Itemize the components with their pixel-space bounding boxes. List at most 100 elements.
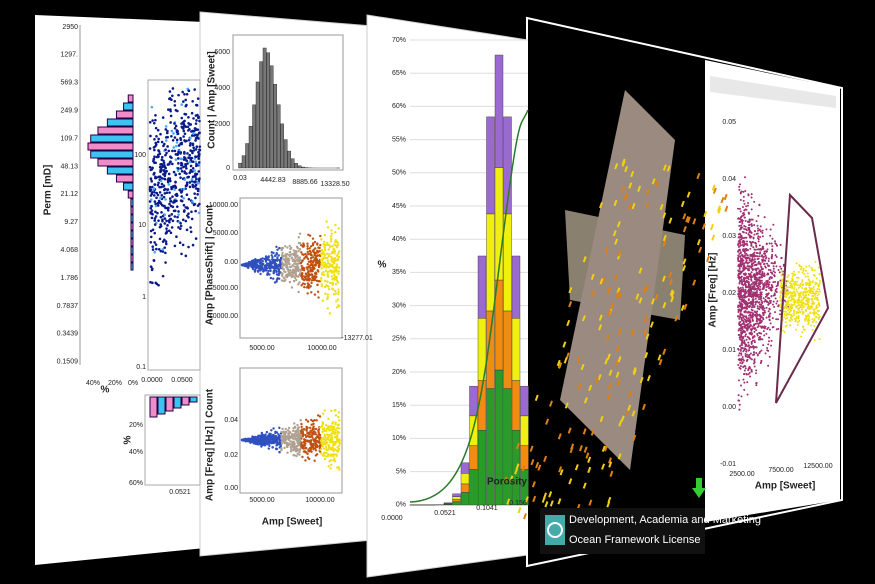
scatter-point bbox=[320, 442, 323, 445]
scatter-point bbox=[738, 324, 741, 327]
scatter-point bbox=[248, 438, 251, 442]
scatter-point bbox=[315, 453, 319, 456]
scatter-point bbox=[322, 442, 325, 446]
scatter-point bbox=[255, 260, 259, 264]
scatter-point bbox=[171, 138, 175, 142]
scatter-point bbox=[265, 436, 268, 440]
scatter-point bbox=[321, 299, 325, 302]
scatter-point bbox=[324, 269, 328, 273]
scatter-point bbox=[173, 136, 177, 139]
scatter-point bbox=[196, 189, 200, 193]
scatter-point bbox=[802, 269, 805, 272]
scatter-point bbox=[770, 344, 773, 347]
scatter-point bbox=[798, 284, 801, 287]
scatter-point bbox=[274, 434, 278, 438]
scatter-point bbox=[281, 255, 284, 258]
scatter-point bbox=[195, 164, 198, 168]
scatter-point bbox=[326, 280, 329, 283]
scatter-point bbox=[337, 227, 340, 230]
scatter-point bbox=[337, 250, 341, 253]
scatter-point bbox=[323, 454, 326, 457]
y-tick-label: 70% bbox=[392, 37, 406, 44]
scatter-point bbox=[158, 225, 162, 229]
scatter-point bbox=[300, 272, 304, 275]
hist-bar bbox=[127, 94, 134, 103]
scatter-point bbox=[742, 280, 745, 283]
scatter-point bbox=[291, 264, 294, 267]
scatter-point bbox=[744, 272, 747, 275]
well-marker bbox=[631, 410, 636, 417]
scatter-point bbox=[750, 306, 753, 309]
scatter-point bbox=[280, 274, 284, 277]
scatter-point bbox=[166, 135, 169, 139]
scatter-point bbox=[290, 445, 293, 448]
scatter-point bbox=[783, 313, 786, 316]
scatter-point bbox=[738, 228, 741, 231]
scatter-point bbox=[749, 284, 752, 287]
scatter-point bbox=[318, 249, 321, 253]
scatter-point bbox=[180, 191, 183, 194]
scatter-point bbox=[162, 185, 165, 188]
well-marker bbox=[559, 469, 564, 476]
scatter-point bbox=[185, 181, 189, 185]
scatter-point bbox=[737, 348, 740, 351]
scatter-point bbox=[180, 161, 183, 165]
scatter-point bbox=[750, 208, 753, 211]
scatter-point bbox=[785, 295, 788, 298]
scatter-point bbox=[758, 298, 761, 301]
scatter-point bbox=[744, 236, 747, 239]
scatter-point bbox=[324, 423, 328, 427]
scatter-point bbox=[194, 196, 197, 200]
scatter-point bbox=[154, 145, 157, 148]
well-marker bbox=[618, 292, 623, 299]
scatter-point bbox=[249, 440, 253, 443]
scatter-point bbox=[742, 320, 745, 323]
scatter-point bbox=[247, 263, 250, 267]
scatter-point bbox=[757, 338, 760, 341]
scatter-point bbox=[189, 164, 193, 168]
scatter-point bbox=[750, 358, 753, 361]
scatter-point bbox=[157, 181, 160, 185]
scatter-point bbox=[766, 328, 769, 331]
scatter-point bbox=[745, 232, 748, 235]
hist-bar bbox=[149, 396, 158, 418]
scatter-point bbox=[750, 260, 753, 263]
scatter-point bbox=[744, 261, 747, 264]
scatter-point bbox=[158, 237, 162, 241]
well-marker bbox=[720, 196, 725, 204]
scatter-point bbox=[310, 423, 313, 426]
scatter-point bbox=[272, 258, 276, 262]
scatter-point bbox=[306, 420, 310, 423]
scatter-point bbox=[739, 313, 742, 316]
scatter-point bbox=[163, 192, 167, 195]
scatter-point bbox=[162, 159, 165, 163]
scatter-point bbox=[762, 313, 765, 316]
scatter-point bbox=[251, 436, 254, 440]
scatter-point bbox=[281, 440, 284, 443]
scatter-point bbox=[785, 282, 788, 285]
plot-frame bbox=[147, 79, 201, 371]
scatter-point bbox=[337, 449, 340, 452]
scatter-point bbox=[753, 358, 756, 361]
scatter-point bbox=[750, 235, 753, 238]
scatter-point bbox=[257, 266, 260, 269]
well-marker bbox=[686, 216, 691, 224]
scatter-point bbox=[324, 292, 327, 295]
scatter-point bbox=[184, 219, 188, 223]
well-marker bbox=[598, 324, 603, 331]
scatter-point bbox=[765, 228, 768, 231]
scatter-point bbox=[744, 299, 747, 302]
scatter-point bbox=[337, 440, 340, 443]
well-marker bbox=[680, 304, 685, 311]
logo bbox=[545, 515, 565, 545]
scatter-point bbox=[329, 441, 332, 444]
scatter-point bbox=[745, 350, 748, 353]
scatter-point bbox=[250, 264, 253, 267]
scatter-point bbox=[276, 443, 279, 446]
scatter-point bbox=[773, 292, 776, 295]
scatter-point bbox=[270, 258, 274, 261]
scatter-point bbox=[274, 266, 277, 269]
scatter-point bbox=[817, 301, 820, 304]
well-marker bbox=[591, 290, 595, 297]
scatter-point bbox=[300, 251, 303, 254]
